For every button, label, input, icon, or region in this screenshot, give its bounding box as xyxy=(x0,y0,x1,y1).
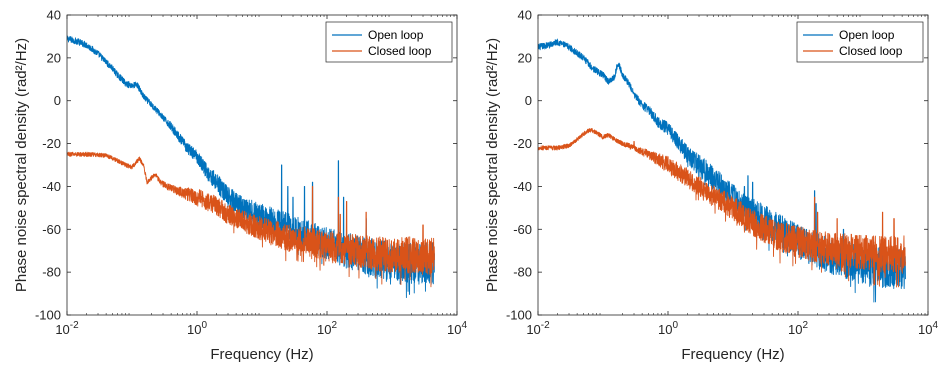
y-tick-label: -80 xyxy=(513,265,532,280)
x-axis-label: Frequency (Hz) xyxy=(210,346,313,363)
y-tick-label: -100 xyxy=(35,308,61,323)
x-tick-label: 10-2 xyxy=(526,320,550,337)
y-tick-label: 40 xyxy=(518,8,532,23)
x-tick-label: 102 xyxy=(317,320,337,337)
x-tick-label: 10-2 xyxy=(55,320,79,337)
legend-label-closed-loop: Closed loop xyxy=(368,44,432,58)
x-axis-label: Frequency (Hz) xyxy=(681,346,784,363)
y-tick-label: 0 xyxy=(525,93,532,108)
y-tick-label: -20 xyxy=(42,136,61,151)
traces xyxy=(538,38,906,303)
legend-box xyxy=(796,21,924,63)
y-tick-label: -20 xyxy=(513,136,532,151)
legend-box xyxy=(325,21,453,63)
y-tick-label: -100 xyxy=(506,308,532,323)
y-tick-label: -40 xyxy=(513,179,532,194)
y-tick-label: 20 xyxy=(518,50,532,65)
y-tick-label: 0 xyxy=(54,93,61,108)
legend-label-open-loop: Open loop xyxy=(839,28,895,42)
axes-box xyxy=(66,14,458,316)
y-axis-label: Phase noise spectral density (rad²/Hz) xyxy=(13,38,30,292)
y-tick-label: -60 xyxy=(513,222,532,237)
y-tick-label: -60 xyxy=(42,222,61,237)
legend: Open loop Closed loop xyxy=(796,21,924,63)
series-line-open-loop xyxy=(67,35,435,299)
y-tick-label: 20 xyxy=(47,50,61,65)
x-tick-label: 100 xyxy=(187,320,207,337)
x-tick-label: 104 xyxy=(918,320,938,337)
x-tick-label: 104 xyxy=(447,320,467,337)
legend: Open loop Closed loop xyxy=(325,21,453,63)
legend-label-open-loop: Open loop xyxy=(368,28,424,42)
axes-box xyxy=(537,14,929,316)
y-tick-label: -40 xyxy=(42,179,61,194)
y-axis-label: Phase noise spectral density (rad²/Hz) xyxy=(484,38,501,292)
y-tick-label: 40 xyxy=(47,8,61,23)
legend-label-closed-loop: Closed loop xyxy=(839,44,903,58)
y-tick-label: -80 xyxy=(42,265,61,280)
traces xyxy=(67,35,435,299)
x-tick-label: 100 xyxy=(658,320,678,337)
x-tick-label: 102 xyxy=(788,320,808,337)
series-line-closed-loop xyxy=(67,151,435,288)
series-line-closed-loop xyxy=(538,128,906,288)
